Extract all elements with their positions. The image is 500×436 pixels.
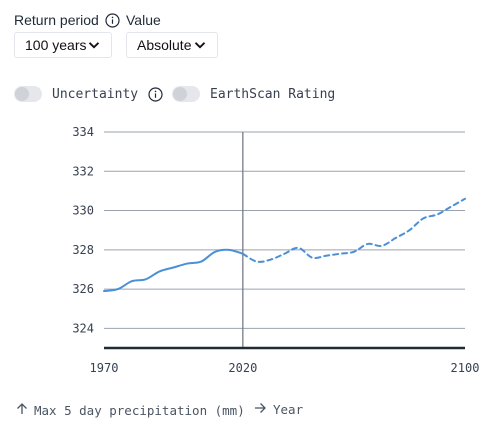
info-icon[interactable] [105, 12, 120, 28]
return-period-label: Return period [14, 12, 120, 28]
x-tick-label: 1970 [90, 361, 119, 375]
y-tick-label: 328 [72, 243, 94, 257]
y-tick-label: 330 [72, 204, 94, 218]
uncertainty-toggle[interactable] [14, 86, 42, 102]
value-select-value: Absolute [137, 37, 192, 53]
y-tick-label: 326 [72, 282, 94, 296]
return-period-label-text: Return period [14, 12, 99, 28]
earthscan-toggle[interactable] [172, 86, 200, 102]
y-tick-label: 332 [72, 164, 94, 178]
y-axis-legend-text: Max 5 day precipitation (mm) [34, 402, 245, 418]
y-axis-legend: Max 5 day precipitation (mm) [16, 402, 245, 418]
x-tick-label: 2100 [451, 361, 480, 375]
toggle-knob [15, 87, 29, 101]
value-label: Value [126, 12, 161, 28]
arrow-up-icon [16, 402, 28, 418]
uncertainty-toggle-row: Uncertainty [14, 86, 163, 102]
return-period-select-value: 100 years [25, 37, 87, 53]
x-axis-legend: Year [254, 402, 303, 417]
earthscan-toggle-row: EarthScan Rating [172, 86, 335, 102]
y-tick-label: 334 [72, 125, 94, 139]
chevron-down-icon [87, 38, 101, 52]
precipitation-line-chart: 324 326 328 330 332 334 1970 2020 2100 [72, 125, 480, 375]
earthscan-label: EarthScan Rating [210, 86, 336, 102]
uncertainty-label: Uncertainty [52, 86, 139, 102]
value-select[interactable]: Absolute [126, 32, 218, 58]
chevron-down-icon [193, 38, 207, 52]
return-period-select[interactable]: 100 years [14, 32, 112, 58]
historical-series-line [103, 248, 244, 293]
y-tick-label: 324 [72, 321, 94, 335]
toggle-knob [173, 87, 187, 101]
x-tick-label: 2020 [228, 361, 257, 375]
value-label-text: Value [126, 12, 161, 28]
info-icon[interactable] [148, 86, 163, 102]
x-axis-legend-text: Year [273, 402, 304, 417]
projected-series-line [241, 197, 466, 263]
arrow-right-icon [254, 402, 267, 417]
